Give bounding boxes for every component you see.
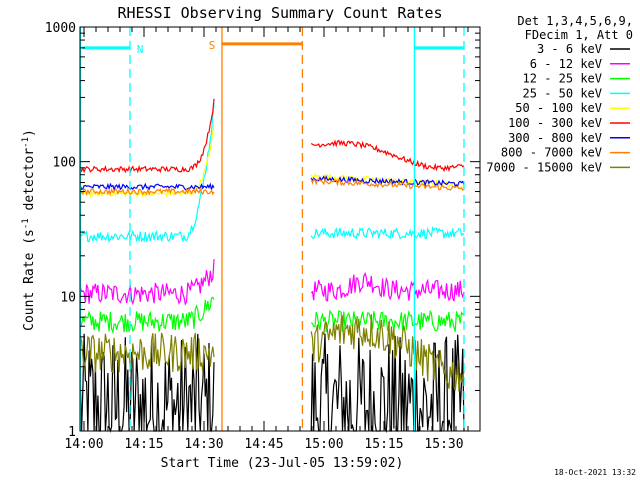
series-line-3-seg-1 [310, 226, 465, 240]
marker-label-0: N [137, 43, 144, 56]
legend-label-3: 25 - 50 keV [523, 86, 602, 100]
legend-label-7: 800 - 7000 keV [501, 146, 602, 160]
x-axis: 14:00 14:15 14:30 14:45 15:00 15:15 15:30 [64, 27, 469, 452]
series-line-2-seg-1 [310, 309, 465, 333]
y-axis: 1 10 100 1000 [45, 21, 480, 440]
legend-label-2: 12 - 25 keV [523, 72, 602, 86]
legend-label-0: 3 - 6 keV [537, 42, 602, 56]
series-line-1-seg-0 [79, 259, 215, 306]
legend: Det 1,3,4,5,6,9, FDecim 1, Att 0 3 - 6 k… [486, 14, 633, 174]
legend-label-5: 100 - 300 keV [508, 116, 602, 130]
x-tick-label-2: 14:30 [184, 437, 223, 452]
x-tick-label-0: 14:00 [64, 437, 103, 452]
y-tick-label-0: 1 [68, 425, 76, 440]
y-tick-label-3: 1000 [45, 21, 76, 36]
legend-label-8: 7000 - 15000 keV [486, 160, 602, 174]
series-line-7-seg-0 [80, 187, 215, 196]
plot-frame [79, 26, 481, 432]
series-line-2-seg-0 [79, 296, 215, 335]
x-axis-label: Start Time (23-Jul-05 13:59:02) [161, 456, 404, 471]
x-tick-label-3: 14:45 [244, 437, 283, 452]
series-line-8-seg-0 [79, 332, 215, 374]
footer-date: 18-Oct-2021 13:32 [554, 468, 636, 477]
marker-label-1: S [209, 39, 216, 52]
legend-label-4: 50 - 100 keV [515, 101, 602, 115]
legend-label-1: 6 - 12 keV [530, 57, 602, 71]
y-tick-label-2: 100 [53, 156, 76, 171]
series-line-6-seg-0 [79, 182, 215, 192]
series-line-8-seg-1 [310, 314, 465, 392]
series-line-5-seg-0 [79, 98, 215, 174]
series-line-7-seg-1 [310, 177, 465, 192]
series-line-5-seg-1 [310, 139, 465, 173]
y-axis-label: Count Rate (s-1 detector-1) [21, 129, 37, 331]
series-line-3-seg-0 [79, 103, 215, 243]
x-tick-label-5: 15:15 [364, 437, 403, 452]
y-tick-label-1: 10 [60, 290, 76, 305]
legend-header-2: FDecim 1, Att 0 [525, 28, 633, 42]
x-tick-label-1: 14:15 [124, 437, 163, 452]
x-tick-label-6: 15:30 [424, 437, 463, 452]
legend-label-6: 300 - 800 keV [508, 131, 602, 145]
x-tick-label-4: 15:00 [304, 437, 343, 452]
chart-title: RHESSI Observing Summary Count Rates [117, 4, 442, 22]
series-line-4-seg-1 [310, 172, 465, 189]
legend-header-1: Det 1,3,4,5,6,9, [517, 14, 633, 28]
series-line-1-seg-1 [310, 271, 465, 302]
series-line-0-seg-1 [310, 333, 465, 434]
